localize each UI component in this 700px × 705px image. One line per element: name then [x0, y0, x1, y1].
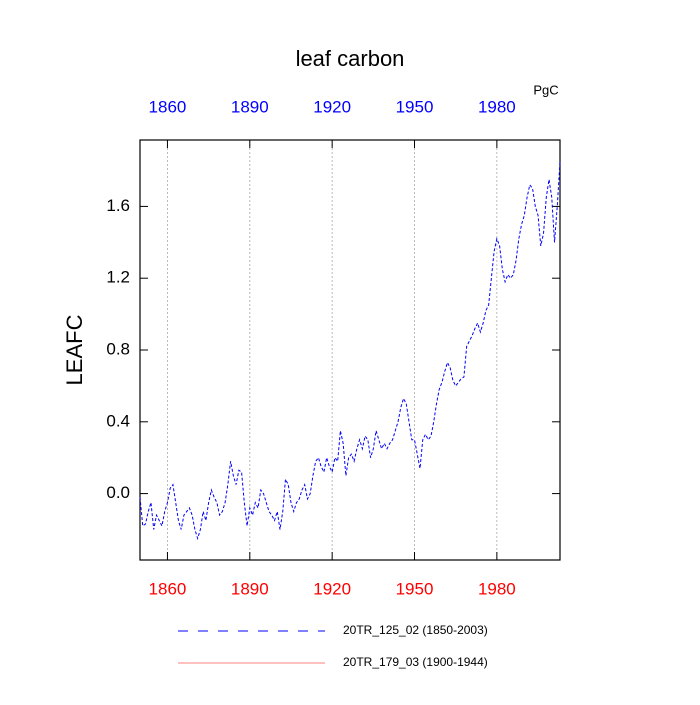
- x-tick-label: 1920: [313, 579, 351, 598]
- x2-tick-label: 1890: [231, 97, 269, 116]
- y-tick-label: 0.0: [106, 483, 130, 502]
- x2-tick-label: 1860: [149, 97, 187, 116]
- y-tick-label: 0.4: [106, 411, 130, 430]
- y-axis-label: LEAFC: [62, 314, 87, 385]
- chart-title: leaf carbon: [296, 46, 405, 71]
- legend-label: 20TR_125_02 (1850-2003): [343, 623, 488, 637]
- y-tick-label: 1.6: [106, 196, 130, 215]
- x-tick-label: 1890: [231, 579, 269, 598]
- y-tick-label: 1.2: [106, 268, 130, 287]
- x2-tick-label: 1980: [478, 97, 516, 116]
- x-tick-label: 1950: [396, 579, 434, 598]
- x-tick-label: 1860: [149, 579, 187, 598]
- data-line: [139, 161, 561, 541]
- x-tick-label: 1980: [478, 579, 516, 598]
- legend-label: 20TR_179_03 (1900-1944): [343, 655, 488, 669]
- x2-tick-label: 1950: [396, 97, 434, 116]
- y-tick-label: 0.8: [106, 339, 130, 358]
- units-label: PgC: [533, 82, 558, 97]
- x2-tick-label: 1920: [313, 97, 351, 116]
- plot-frame: [139, 139, 561, 561]
